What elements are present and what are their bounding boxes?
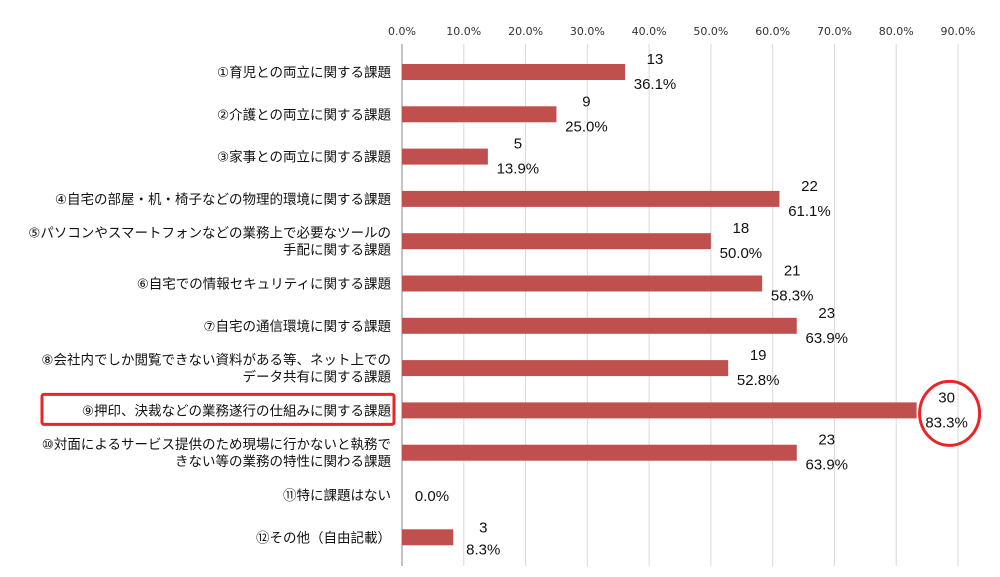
category-label: きない等の業務の特性に関わる課題 [175, 453, 391, 470]
category-label: 手配に関する課題 [283, 243, 391, 259]
percent-label: 0.0% [415, 488, 449, 505]
category-label: ⑧会社内でしか閲覧できない資料がある等、ネット上での [41, 352, 391, 369]
percent-label: 58.3% [771, 288, 814, 305]
category-label: ⑥自宅での情報セキュリティに関する課題 [137, 277, 392, 293]
x-tick-label: 90.0% [941, 25, 976, 38]
x-tick-label: 10.0% [446, 25, 481, 38]
count-label: 30 [938, 389, 955, 406]
percent-label: 63.9% [805, 457, 848, 474]
x-tick-label: 40.0% [632, 25, 667, 38]
highlight-box [40, 392, 396, 426]
bar [402, 317, 797, 334]
count-label: 5 [514, 136, 522, 153]
bar [402, 360, 729, 377]
category-label: ⑫その他（自由記載） [256, 529, 391, 546]
bar [402, 444, 797, 461]
category-label: ⑨押印、決裁などの業務遂行の仕組みに関する課題 [82, 403, 392, 419]
category-label: データ共有に関する課題 [243, 369, 392, 386]
percent-label: 13.9% [497, 161, 540, 178]
percent-label: 25.0% [565, 118, 608, 135]
x-tick-label: 30.0% [570, 25, 605, 38]
bar [402, 275, 763, 292]
count-label: 23 [818, 305, 835, 322]
x-tick-label: 60.0% [755, 25, 790, 38]
x-axis-tick-labels: 0.0% 10.0% 20.0% 30.0% 40.0% 50.0% 60.0% 70.0% 8… [388, 25, 975, 38]
count-label: 19 [750, 347, 767, 364]
count-label: 3 [479, 519, 487, 536]
category-label: ①育児との両立に関する課題 [217, 65, 391, 81]
category-label: ③家事との両立に関する課題 [217, 149, 391, 166]
count-label: 21 [784, 263, 801, 280]
bar [402, 402, 917, 419]
highlight-circle [918, 379, 982, 447]
percent-label: 52.8% [737, 372, 780, 389]
bars [402, 64, 917, 546]
bar [402, 64, 626, 80]
percent-label: 8.3% [466, 541, 500, 558]
count-label: 23 [818, 432, 835, 449]
percent-label: 36.1% [634, 76, 677, 93]
percent-label: 63.9% [805, 330, 848, 347]
percent-label: 61.1% [788, 203, 831, 220]
category-label: ⑪特に課題はない [283, 488, 391, 504]
percent-label: 50.0% [720, 245, 763, 262]
x-tick-label: 20.0% [508, 25, 543, 38]
bar [402, 190, 780, 207]
count-label: 22 [801, 178, 818, 195]
count-label: 13 [647, 51, 664, 68]
x-tick-label: 80.0% [879, 25, 914, 38]
bar [402, 529, 454, 546]
category-label: ②介護との両立に関する課題 [217, 107, 391, 123]
data-labels: 13 36.1% 9 25.0% 5 13.9% 22 61.1% 18 50.0% 21 58.3%… [415, 51, 968, 558]
x-tick-label: 0.0% [388, 25, 416, 38]
bar [402, 148, 488, 165]
category-label: ④自宅の部屋・机・椅子などの物理的環境に関する課題 [55, 192, 392, 208]
gridlines [401, 44, 959, 566]
bar [402, 233, 711, 250]
category-label: ⑦自宅の通信環境に関する課題 [203, 319, 391, 335]
percent-label: 83.3% [925, 414, 968, 431]
bar [402, 106, 557, 123]
count-label: 9 [582, 93, 590, 110]
highlight-marks [40, 379, 982, 447]
x-tick-label: 70.0% [817, 25, 852, 38]
category-label: ⑤パソコンやスマートフォンなどの業務上で必要なツールの [28, 226, 391, 242]
category-label: ⑩対面によるサービス提供のため現場に行かないと執務で [42, 437, 391, 453]
category-labels: ①育児との両立に関する課題 ②介護との両立に関する課題 ③家事との両立に関する課題 ④… [28, 65, 391, 546]
count-label: 18 [733, 220, 750, 237]
x-tick-label: 50.0% [693, 25, 728, 38]
